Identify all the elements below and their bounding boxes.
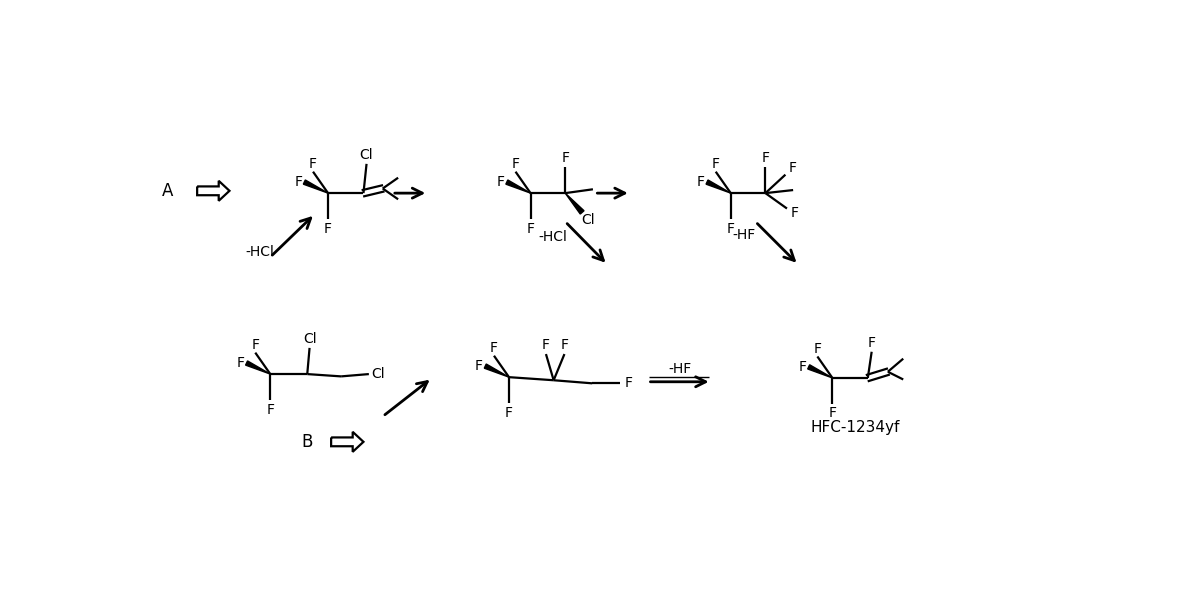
- Polygon shape: [706, 180, 731, 193]
- Text: Cl: Cl: [359, 147, 374, 161]
- Text: -HCl: -HCl: [245, 246, 274, 259]
- Text: Cl: Cl: [582, 213, 595, 227]
- Polygon shape: [484, 364, 508, 377]
- Text: HFC-1234yf: HFC-1234yf: [811, 420, 900, 435]
- Text: -HCl: -HCl: [538, 230, 567, 244]
- Text: F: F: [267, 403, 274, 417]
- Text: F: F: [325, 222, 332, 235]
- Text: F: F: [814, 342, 821, 356]
- Text: F: F: [512, 157, 519, 171]
- Text: A: A: [161, 182, 173, 200]
- Text: F: F: [868, 335, 876, 350]
- Polygon shape: [303, 180, 328, 193]
- Text: F: F: [624, 376, 632, 390]
- Polygon shape: [808, 365, 833, 378]
- Text: F: F: [526, 222, 535, 235]
- Text: Cl: Cl: [303, 332, 316, 346]
- Text: F: F: [697, 175, 704, 189]
- Text: -HF: -HF: [668, 362, 691, 376]
- Polygon shape: [506, 180, 530, 193]
- Text: F: F: [727, 222, 734, 235]
- Text: F: F: [798, 360, 807, 374]
- Text: -HF: -HF: [732, 229, 756, 243]
- Text: F: F: [791, 206, 798, 220]
- Text: B: B: [302, 433, 313, 451]
- Text: Cl: Cl: [371, 367, 385, 381]
- Text: F: F: [712, 157, 720, 171]
- Text: F: F: [237, 356, 244, 370]
- Text: F: F: [505, 406, 513, 420]
- Text: F: F: [560, 338, 569, 352]
- Text: F: F: [761, 150, 769, 165]
- Polygon shape: [245, 361, 270, 374]
- Text: F: F: [542, 338, 551, 352]
- Text: F: F: [828, 406, 837, 420]
- Text: F: F: [309, 157, 317, 171]
- Text: F: F: [561, 150, 570, 165]
- Text: F: F: [496, 175, 505, 189]
- Text: F: F: [294, 175, 302, 189]
- Text: F: F: [251, 338, 260, 352]
- Text: F: F: [790, 161, 797, 176]
- Text: F: F: [475, 359, 483, 373]
- Text: F: F: [490, 341, 498, 355]
- Polygon shape: [565, 193, 584, 214]
